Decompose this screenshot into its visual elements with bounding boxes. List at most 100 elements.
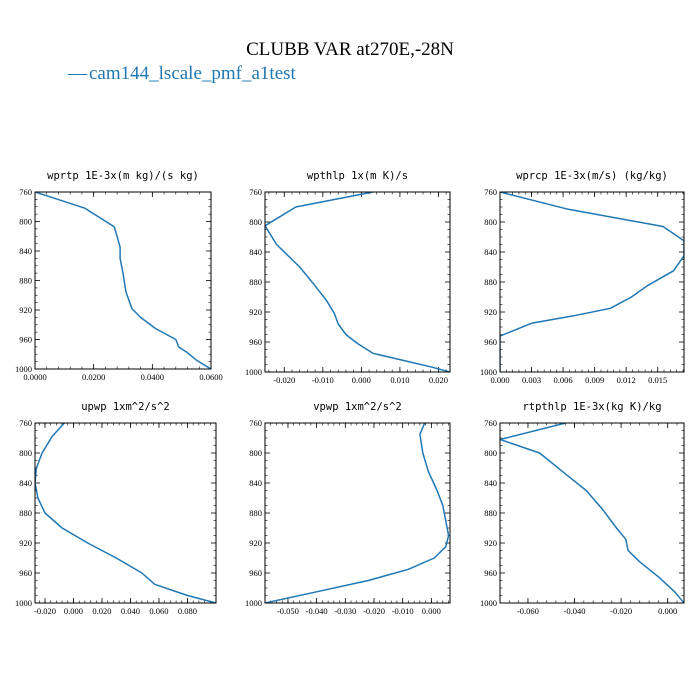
x-tick-label: 0.010	[390, 375, 409, 385]
axes-frame	[499, 422, 685, 604]
series-line	[265, 192, 450, 372]
series-line	[500, 192, 684, 372]
y-tick-label: 880	[484, 508, 497, 518]
y-tick-label: 880	[484, 277, 497, 287]
x-tick-label: 0.000	[422, 606, 441, 616]
panel-title: wprcp 1E-3x(m/s) (kg/kg)	[516, 170, 668, 182]
y-tick-label: 800	[19, 217, 32, 227]
y-tick-label: 800	[249, 448, 262, 458]
y-tick-label: 840	[484, 247, 497, 257]
panels: wprtp 1E-3x(m kg)/(s kg) 760 800 840 880 920 9…	[15, 170, 685, 616]
y-tick-label: 800	[249, 217, 262, 227]
y-tick-label: 1000	[15, 598, 32, 608]
x-tick-label: -0.040	[306, 606, 328, 616]
axes-frame	[264, 191, 451, 373]
panel-title: vpwp 1xm^2/s^2	[313, 401, 402, 413]
y-tick-label: 840	[249, 247, 262, 257]
y-tick-label: 880	[19, 276, 32, 286]
x-tick-label: -0.010	[392, 606, 414, 616]
y-tick-label: 1000	[245, 598, 262, 608]
x-tick-label: -0.030	[334, 606, 356, 616]
y-tick-label: 760	[484, 187, 497, 197]
x-tick-label: 0.006	[554, 375, 573, 385]
y-tick-label: 920	[249, 307, 262, 317]
x-tick-label: -0.020	[610, 606, 632, 616]
x-tick-label: -0.050	[277, 606, 299, 616]
series-line	[500, 423, 684, 603]
y-tick-label: 1000	[245, 367, 262, 377]
x-tick-label: 0.003	[522, 375, 541, 385]
y-tick-label: 800	[19, 448, 32, 458]
y-tick-label: 960	[19, 335, 32, 345]
y-tick-label: 760	[249, 418, 262, 428]
y-tick-label: 920	[249, 538, 262, 548]
x-tick-label: -0.060	[517, 606, 539, 616]
x-tick-label: 0.0000	[23, 372, 46, 382]
x-tick-label: 0.020	[429, 375, 448, 385]
panel-5: vpwp 1xm^2/s^2 760 800 840 880 920 960 1000 -0.0…	[245, 401, 451, 616]
x-tick-label: 0.080	[178, 606, 197, 616]
y-tick-label: 880	[19, 508, 32, 518]
x-tick-label: 0.0600	[199, 372, 222, 382]
x-tick-label: 0.000	[658, 606, 677, 616]
panel-4: upwp 1xm^2/s^2 760 800 840 880 920 960 1000-0.0…	[15, 401, 217, 616]
y-tick-label: 920	[484, 307, 497, 317]
x-tick-label: 0.020	[92, 606, 111, 616]
y-tick-label: 960	[484, 337, 497, 347]
x-tick-label: 0.000	[490, 375, 509, 385]
figure-title: CLUBB VAR at270E,-28N	[246, 39, 454, 60]
legend: — cam144_lscale_pmf_a1test	[67, 63, 297, 84]
panel-title: upwp 1xm^2/s^2	[81, 401, 170, 413]
legend-dash: —	[67, 63, 88, 84]
x-tick-label: -0.020	[363, 606, 385, 616]
y-tick-label: 760	[19, 187, 32, 197]
series-line	[35, 423, 216, 603]
panel-2: wpthlp 1x(m K)/s 760 800 840 880 920 960 1000 -0…	[245, 170, 451, 385]
y-tick-label: 840	[19, 246, 32, 256]
x-tick-label: 0.000	[352, 375, 371, 385]
panel-title: rtpthlp 1E-3x(kg K)/kg	[522, 401, 661, 413]
y-tick-label: 920	[19, 305, 32, 315]
axes-frame	[34, 422, 217, 604]
x-tick-label: 0.015	[648, 375, 667, 385]
y-tick-label: 760	[19, 418, 32, 428]
y-tick-label: 880	[249, 277, 262, 287]
y-tick-label: 1000	[480, 367, 497, 377]
x-tick-label: 0.009	[585, 375, 604, 385]
x-tick-label: -0.020	[34, 606, 56, 616]
x-tick-label: -0.040	[564, 606, 586, 616]
panel-3: wprcp 1E-3x(m/s) (kg/kg) 760 800 840 880 920 9…	[480, 170, 685, 385]
y-tick-label: 960	[249, 568, 262, 578]
x-tick-label: -0.010	[312, 375, 334, 385]
x-tick-label: 0.012	[617, 375, 636, 385]
y-tick-label: 880	[249, 508, 262, 518]
x-tick-label: -0.020	[273, 375, 295, 385]
panel-title: wpthlp 1x(m K)/s	[307, 170, 408, 182]
y-tick-label: 760	[249, 187, 262, 197]
panel-6: rtpthlp 1E-3x(kg K)/kg 760 800 840 880 920 960…	[480, 401, 685, 616]
x-tick-label: 0.0400	[141, 372, 164, 382]
y-tick-label: 960	[249, 337, 262, 347]
y-tick-label: 960	[19, 568, 32, 578]
y-tick-label: 800	[484, 448, 497, 458]
axes-frame	[499, 191, 685, 373]
axes-frame	[264, 422, 451, 604]
x-tick-label: 0.060	[149, 606, 168, 616]
y-tick-label: 760	[484, 418, 497, 428]
y-tick-label: 800	[484, 217, 497, 227]
x-tick-label: 0.000	[64, 606, 83, 616]
y-tick-label: 920	[484, 538, 497, 548]
series-line	[265, 423, 450, 603]
panel-title: wprtp 1E-3x(m kg)/(s kg)	[47, 170, 199, 182]
axes-frame	[34, 191, 212, 370]
x-tick-label: 0.0200	[82, 372, 105, 382]
y-tick-label: 920	[19, 538, 32, 548]
x-tick-label: 0.040	[121, 606, 140, 616]
y-tick-label: 960	[484, 568, 497, 578]
legend-label: cam144_lscale_pmf_a1test	[89, 63, 297, 84]
y-tick-label: 840	[484, 478, 497, 488]
y-tick-label: 1000	[480, 598, 497, 608]
y-tick-label: 840	[19, 478, 32, 488]
panel-1: wprtp 1E-3x(m kg)/(s kg) 760 800 840 880 920 9…	[15, 170, 223, 382]
